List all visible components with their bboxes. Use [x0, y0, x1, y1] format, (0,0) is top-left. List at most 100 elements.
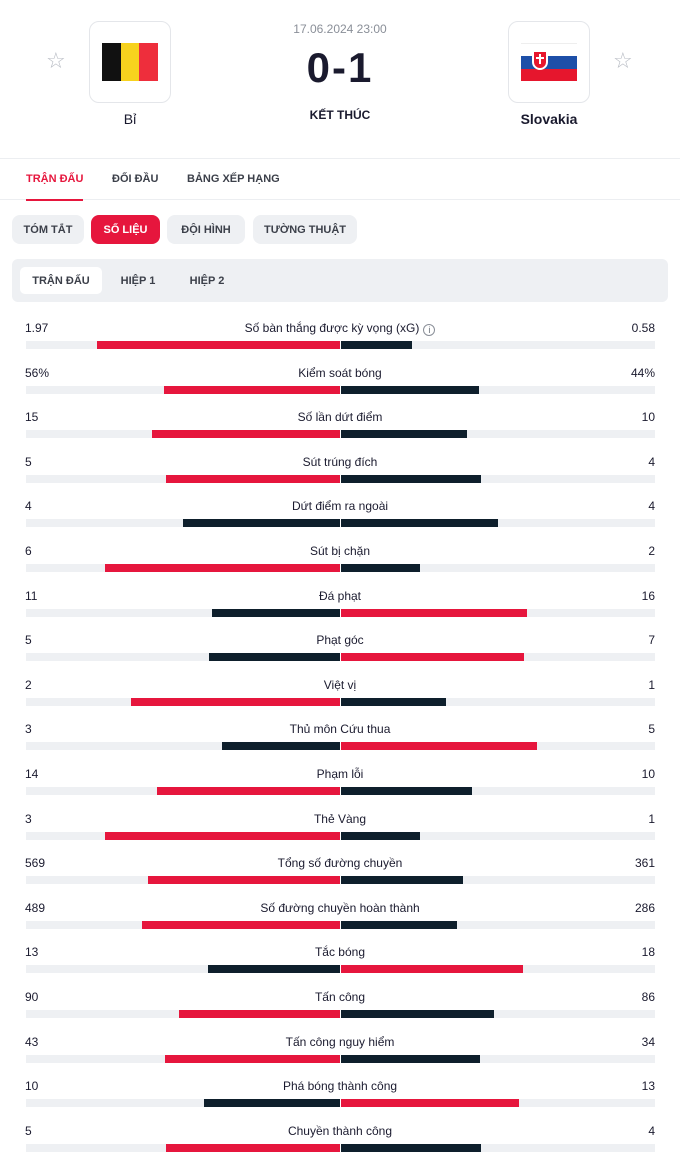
tab-head-to-head[interactable]: ĐỐI ĐẦU [112, 173, 159, 185]
stat-home-track [26, 474, 340, 483]
stat-home-value: 3 [25, 722, 32, 737]
period-full-match[interactable]: TRẬN ĐẤU [20, 267, 102, 294]
stat-home-value: 10 [25, 1079, 39, 1094]
stat-label: Tấn công [180, 990, 500, 1004]
stat-row: 5 Phạt góc 7 [0, 633, 680, 677]
stat-home-bar [151, 430, 340, 439]
stat-away-track [341, 876, 655, 885]
match-header: ☆ Bỉ 17.06.2024 23:00 0-1 KẾT THÚC Slova… [0, 0, 680, 158]
stat-away-track [341, 1010, 655, 1018]
tab-standings[interactable]: BẢNG XẾP HẠNG [187, 173, 280, 185]
stat-home-track [26, 787, 340, 795]
stat-row: 13 Tắc bóng 18 [0, 945, 680, 989]
match-score: 0-1 [306, 44, 374, 91]
match-datetime: 17.06.2024 23:00 [293, 22, 387, 36]
stat-home-track [26, 697, 340, 706]
subtab-lineups[interactable]: ĐỘI HÌNH [167, 215, 245, 244]
stat-label: Tổng số đường chuyền [180, 856, 500, 870]
stat-away-track [341, 920, 655, 929]
stat-label-text: Số bàn thắng được kỳ vọng (xG) [244, 321, 420, 335]
stat-label: Sút bị chặn [180, 544, 500, 558]
stat-label: Thủ môn Cứu thua [180, 722, 500, 736]
stat-row: 56% Kiểm soát bóng 44% [0, 366, 680, 410]
stat-home-track [26, 385, 340, 394]
info-icon[interactable]: i [423, 324, 436, 336]
stat-home-value: 3 [25, 811, 32, 826]
period-second-half[interactable]: HIỆP 2 [189, 274, 225, 287]
stat-away-bar [341, 965, 524, 974]
away-team-logo[interactable] [508, 21, 590, 103]
stat-away-value: 44% [630, 365, 655, 380]
stat-away-track [341, 787, 655, 795]
stat-away-bar [341, 341, 413, 349]
stat-home-track [26, 965, 340, 974]
home-team-name[interactable]: Bỉ [123, 111, 137, 127]
stat-away-bar [341, 430, 467, 439]
favorite-away-star-icon[interactable]: ☆ [613, 48, 633, 73]
stat-away-track [341, 1143, 655, 1152]
stat-home-track [26, 564, 340, 572]
away-team-name[interactable]: Slovakia [520, 111, 578, 127]
stat-row: 43 Tấn công nguy hiểm 34 [0, 1035, 680, 1079]
stat-label-text: Việt vị [323, 677, 357, 692]
stat-away-bar [341, 474, 481, 483]
stat-away-value: 10 [641, 410, 655, 425]
match-status: KẾT THÚC [309, 108, 371, 122]
stat-away-value: 7 [648, 633, 655, 648]
belgium-flag-icon [102, 43, 158, 81]
stat-row: 90 Tấn công 86 [0, 990, 680, 1034]
stat-row: 569 Tổng số đường chuyền 361 [0, 856, 680, 900]
stat-home-bar [164, 385, 340, 394]
stat-home-value: 4 [25, 499, 32, 514]
favorite-home-star-icon[interactable]: ☆ [46, 48, 66, 73]
stat-label-text: Đá phạt [318, 588, 362, 603]
stat-label-text: Phá bóng thành công [282, 1079, 398, 1094]
stat-label-text: Tấn công [314, 990, 366, 1004]
stat-label: Tấn công nguy hiểm [180, 1035, 500, 1049]
stat-away-value: 86 [641, 990, 655, 1004]
stat-label-text: Chuyền thành công [287, 1123, 393, 1138]
stat-home-value: 2 [25, 677, 32, 692]
stat-away-track [341, 831, 655, 840]
stat-away-bar [341, 1010, 495, 1018]
subtab-stats[interactable]: SỐ LIỆU [91, 215, 160, 244]
stat-away-bar [341, 564, 420, 572]
stat-home-track [26, 876, 340, 885]
stat-label: Số lần dứt điểm [180, 410, 500, 424]
stat-home-track [26, 608, 340, 617]
stat-home-value: 56% [25, 365, 50, 380]
stat-away-bar [341, 653, 525, 662]
stat-away-track [341, 965, 655, 974]
period-first-half[interactable]: HIỆP 1 [120, 274, 156, 287]
stat-row: 6 Sút bị chặn 2 [0, 544, 680, 588]
home-team-logo[interactable] [89, 21, 171, 103]
stat-home-track [26, 1010, 340, 1018]
subtab-commentary[interactable]: TƯỜNG THUẬT [253, 215, 357, 244]
stat-away-bar [341, 697, 446, 706]
stat-away-bar [341, 608, 528, 617]
stat-home-bar [164, 1054, 340, 1063]
stat-away-track [341, 697, 655, 706]
stat-label: Việt vị [180, 678, 500, 692]
stat-away-bar [341, 876, 463, 885]
stat-row: 11 Đá phạt 16 [0, 589, 680, 633]
stat-home-track [26, 1143, 340, 1152]
stat-away-bar [341, 742, 538, 751]
stat-away-value: 4 [648, 454, 655, 469]
stat-home-bar [97, 341, 340, 349]
stat-label: Số bàn thắng được kỳ vọng (xG) i [180, 321, 500, 336]
stat-label: Phá bóng thành công [180, 1079, 500, 1093]
tab-match[interactable]: TRẬN ĐẤU [26, 173, 84, 201]
subtab-summary[interactable]: TÓM TẮT [12, 215, 84, 244]
stat-label: Tắc bóng [180, 945, 500, 959]
stat-away-value: 10 [641, 767, 655, 781]
stat-home-value: 569 [25, 856, 46, 871]
stat-label-text: Phạt góc [316, 633, 364, 648]
stat-home-bar [165, 1143, 340, 1152]
stat-home-track [26, 920, 340, 929]
stat-away-track [341, 430, 655, 439]
stat-home-track [26, 519, 340, 528]
stat-label-text: Thủ môn Cứu thua [289, 722, 391, 737]
stat-home-track [26, 1054, 340, 1063]
stat-home-bar [179, 1010, 340, 1018]
